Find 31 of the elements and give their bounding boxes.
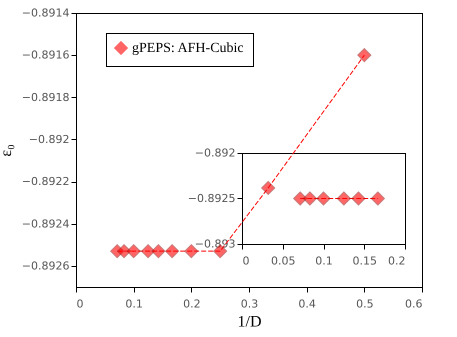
x-tick-label: 0.2 (183, 298, 201, 310)
y-tick-label: −0.892 (194, 146, 236, 160)
x-tick-label: 0.3 (240, 298, 258, 310)
x-tick-label: 0.1 (125, 298, 143, 310)
x-tick-label: 0.6 (405, 298, 422, 310)
y-tick-label: −0.8925 (188, 192, 236, 205)
x-tick-label: 0.1 (315, 254, 333, 268)
x-tick-label: 0 (76, 298, 84, 310)
x-tick-label: 0.2 (388, 254, 406, 268)
point (117, 244, 132, 258)
y-tick-label: −0.8926 (22, 259, 70, 272)
x-tick-label: 0 (242, 254, 250, 268)
point (126, 244, 141, 258)
x-axis-title: 1/D (238, 314, 262, 330)
point (357, 48, 372, 62)
point (165, 244, 180, 258)
y-axis-title: ε₀ (0, 144, 15, 157)
y-tick-label: −0.8918 (22, 90, 70, 104)
y-tick-label: −0.8914 (22, 6, 70, 20)
point (151, 244, 166, 258)
y-tick-label: −0.8922 (22, 175, 70, 188)
y-tick-label: −0.8924 (22, 217, 70, 230)
x-tick-label: 0.15 (352, 254, 377, 268)
point (141, 244, 156, 258)
legend-label: gPEPS: AFH-Cubic (132, 41, 244, 56)
x-tick-label: 0.4 (298, 298, 316, 310)
x-tick-label: 0.5 (356, 298, 374, 310)
x-tick-label: 0.05 (271, 254, 296, 268)
point (261, 180, 276, 195)
y-tick-label: −0.892 (28, 132, 70, 146)
y-tick-label: −0.8916 (22, 48, 70, 62)
